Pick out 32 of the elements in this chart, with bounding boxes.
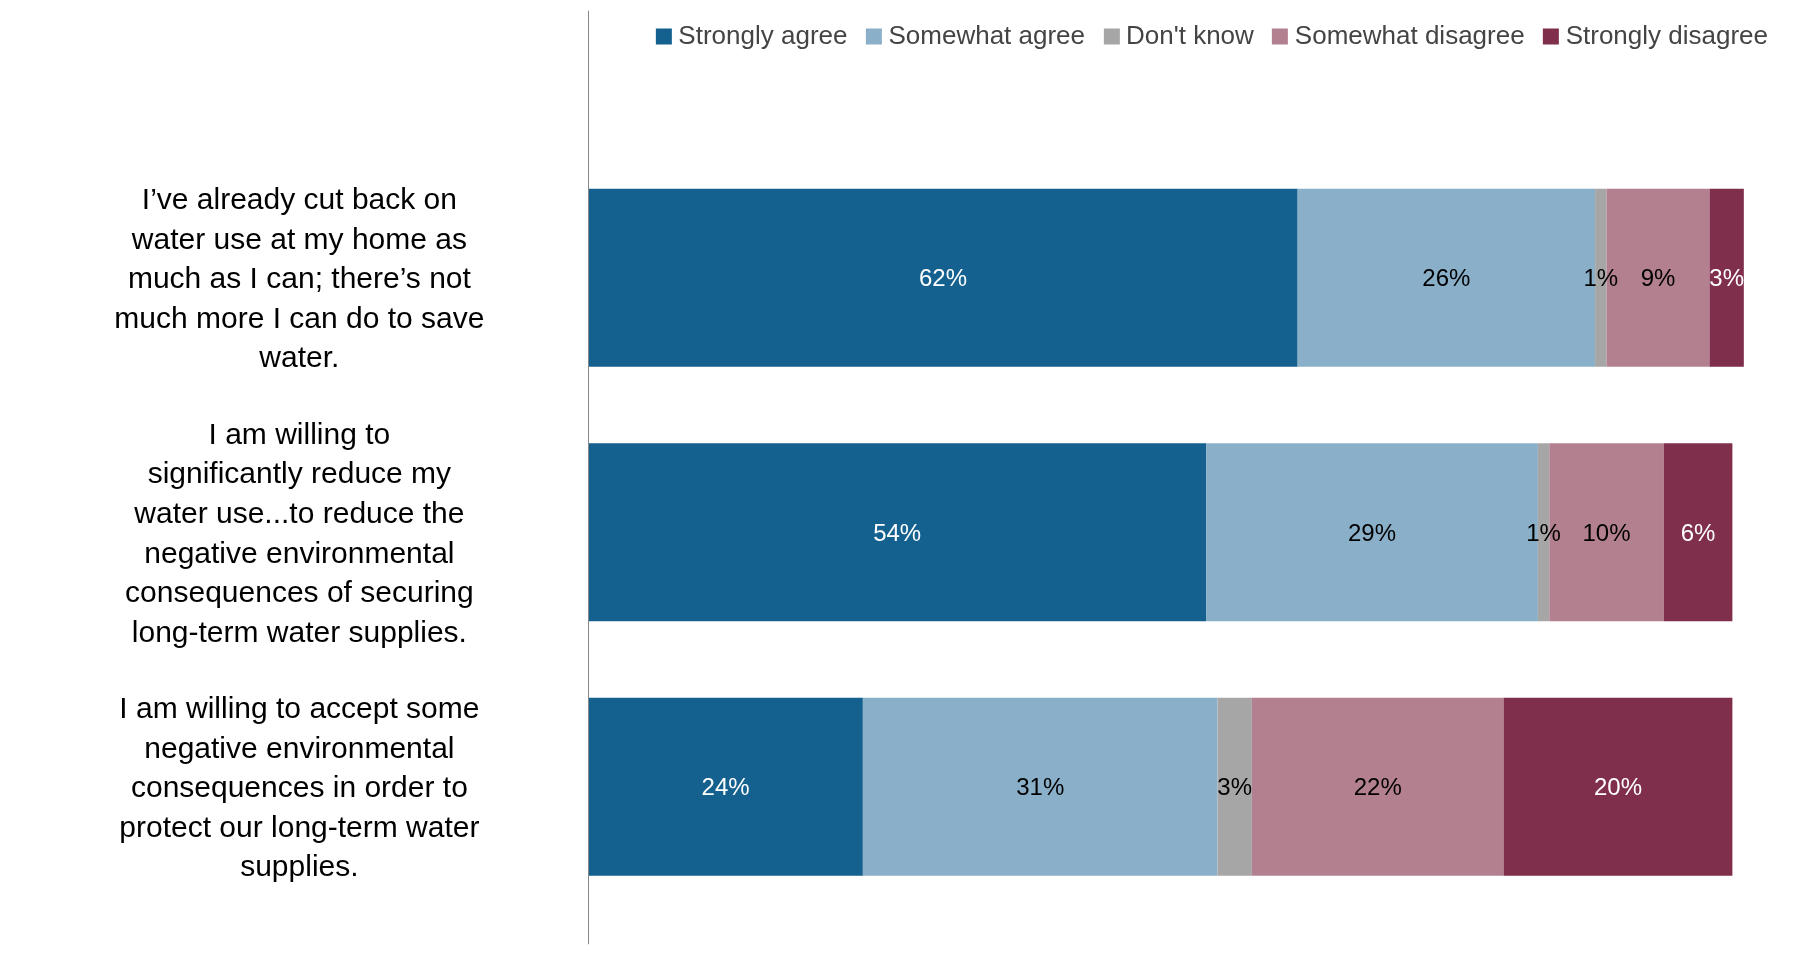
data-label: 29% xyxy=(1347,518,1397,546)
data-label: 6% xyxy=(1680,518,1716,546)
data-label: 54% xyxy=(873,518,922,546)
legend-label: Somewhat agree xyxy=(888,20,1086,51)
bar xyxy=(1503,697,1733,876)
bar xyxy=(588,697,863,876)
data-label: 20% xyxy=(1593,773,1643,801)
bar xyxy=(588,188,1298,367)
bar xyxy=(1663,443,1733,622)
legend-label: Strongly agree xyxy=(678,20,848,51)
bar xyxy=(862,697,1218,876)
y-tick-label: I am willing to significantly reduce my water use...to reduce the negative environmental consequences of securing long-term water supplies. xyxy=(125,416,474,648)
data-label: 31% xyxy=(1016,773,1065,801)
legend-label: Somewhat disagree xyxy=(1294,20,1525,51)
bar xyxy=(1709,188,1744,367)
data-label: 3% xyxy=(1709,264,1745,292)
bar xyxy=(1217,697,1252,876)
legend-label: Don't know xyxy=(1126,20,1254,51)
data-label: 1% xyxy=(1526,518,1561,546)
data-label: 3% xyxy=(1217,773,1253,801)
data-label: 9% xyxy=(1640,264,1676,292)
data-label: 1% xyxy=(1583,264,1619,292)
data-label: 10% xyxy=(1582,518,1631,546)
y-tick-label: I’ve already cut back on water use at my home as much as I can; there’s not much more I can do to save water. xyxy=(114,182,485,374)
y-tick-label: I am willing to accept some negative environmental consequences in order to protect our long-term water supplies. xyxy=(119,691,480,883)
legend-label: Strongly disagree xyxy=(1565,20,1768,51)
data-label: 26% xyxy=(1422,264,1471,292)
data-label: 62% xyxy=(918,264,967,292)
bar xyxy=(588,443,1207,622)
data-label: 24% xyxy=(701,773,750,801)
data-label: 22% xyxy=(1353,773,1402,801)
bar xyxy=(1251,697,1504,876)
